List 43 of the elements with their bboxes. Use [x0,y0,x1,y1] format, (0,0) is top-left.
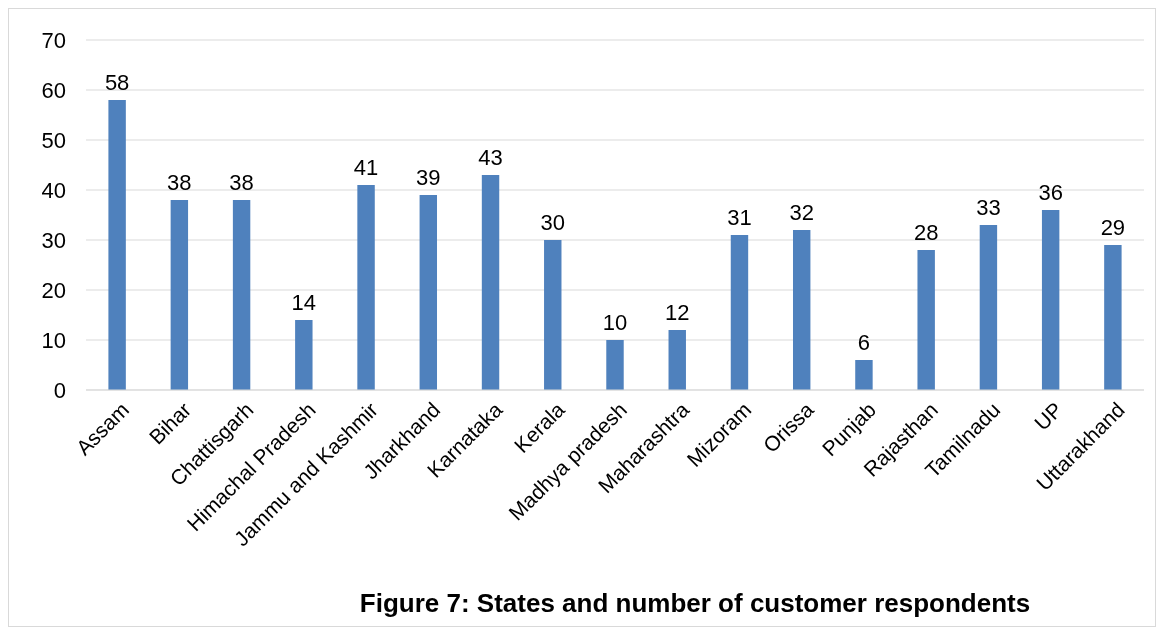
data-label: 36 [1038,180,1063,205]
bar [108,100,126,390]
data-label: 31 [727,205,752,230]
data-label: 33 [976,195,1001,220]
bar [1041,210,1060,390]
data-label: 43 [478,145,503,170]
y-tick-label: 10 [41,327,66,353]
y-tick-label: 40 [41,177,66,203]
data-label: 38 [229,170,254,195]
data-label: 41 [353,155,379,180]
data-label: 28 [913,220,939,245]
y-tick-label: 20 [41,277,66,303]
bar [481,175,500,390]
data-label: 12 [664,300,690,325]
bar [855,360,873,390]
bar [917,250,935,390]
data-label: 30 [540,210,566,235]
y-tick-label: 70 [41,27,66,53]
y-tick-label: 60 [41,77,66,103]
data-label: 39 [416,165,441,190]
data-label: 6 [857,330,871,355]
bar [606,340,624,390]
data-label: 10 [602,310,628,335]
bar [295,320,313,390]
bar [544,240,562,390]
data-label: 38 [167,170,192,195]
bar [1104,245,1122,390]
y-tick-label: 0 [53,377,66,403]
bar [232,200,251,390]
bar [979,225,998,390]
y-tick-label: 50 [41,127,66,153]
bar [792,230,811,390]
bar [357,185,375,390]
bar [419,195,438,390]
bar [668,330,686,390]
bar [730,235,749,390]
bar [170,200,189,390]
y-tick-label: 30 [41,227,66,253]
text: Figure 7: States and number of customer respondents [359,588,1031,618]
data-label: 58 [104,70,130,95]
data-label: 14 [291,290,317,315]
data-label: 29 [1100,215,1126,240]
data-label: 32 [789,200,814,225]
